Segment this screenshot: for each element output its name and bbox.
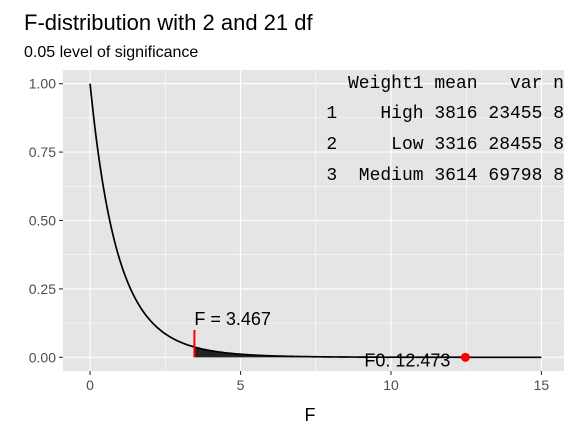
- group-summary-table: Weight1 mean var n 1 High 3816 23455 8 2…: [326, 74, 564, 186]
- x-axis: 0 5 10 15: [86, 371, 549, 393]
- observed-statistic-label: F0: 12.473: [364, 350, 450, 370]
- rejection-region: [194, 347, 542, 358]
- y-tick-label: 0.75: [29, 144, 56, 160]
- critical-value-label: F = 3.467: [194, 309, 271, 329]
- y-tick-label: 0.25: [29, 281, 56, 297]
- grid-major: [63, 70, 564, 371]
- y-tick-label: 0.00: [29, 349, 56, 365]
- y-tick-label: 0.50: [29, 213, 56, 229]
- x-tick-label: 10: [383, 377, 399, 393]
- y-tick-label: 1.00: [29, 76, 56, 92]
- table-row-1: 1 High 3816 23455 8: [326, 104, 564, 124]
- x-axis-label: F: [305, 405, 316, 425]
- table-row-2: 2 Low 3316 28455 8: [326, 135, 564, 155]
- x-tick-label: 0: [86, 377, 94, 393]
- table-row-3: 3 Medium 3614 69798 8: [326, 166, 564, 186]
- table-header: Weight1 mean var n: [348, 74, 564, 94]
- observed-statistic-point: [460, 352, 470, 362]
- chart-subtitle: 0.05 level of significance: [24, 44, 198, 61]
- x-tick-label: 15: [534, 377, 550, 393]
- y-axis: 0.00 0.25 0.50 0.75 1.00: [29, 76, 63, 365]
- chart-title: F-distribution with 2 and 21 df: [24, 10, 313, 35]
- x-tick-label: 5: [237, 377, 245, 393]
